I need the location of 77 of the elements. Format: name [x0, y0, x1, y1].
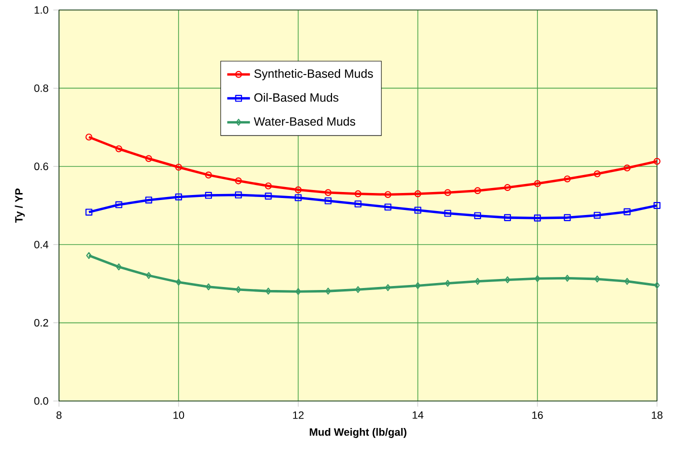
point	[534, 214, 541, 222]
point	[414, 206, 422, 214]
point	[564, 175, 571, 182]
point	[234, 177, 242, 184]
y-tick-label: 0.6	[34, 162, 48, 170]
x-tick-label: 10	[174, 411, 184, 419]
point	[86, 252, 92, 260]
legend-label: Water-Based Muds	[254, 116, 356, 126]
point	[474, 278, 480, 285]
point	[175, 164, 182, 171]
point	[624, 278, 630, 285]
point	[324, 197, 332, 204]
point	[534, 275, 540, 282]
point	[234, 191, 242, 198]
point	[624, 208, 631, 216]
point	[474, 187, 482, 194]
point	[654, 158, 660, 165]
point	[594, 170, 601, 178]
point	[534, 180, 541, 188]
x-tick-label: 18	[652, 411, 662, 419]
point	[564, 274, 570, 282]
point	[175, 193, 182, 200]
point	[206, 283, 212, 290]
y-tick-label: 0.2	[34, 319, 48, 327]
x-tick-label: 12	[293, 411, 304, 419]
legend-label: Synthetic-Based Muds	[254, 69, 373, 80]
point	[85, 134, 92, 141]
point	[444, 210, 452, 217]
x-tick-label: 14	[412, 411, 424, 419]
point	[385, 284, 391, 292]
point	[115, 201, 122, 208]
point	[594, 276, 600, 282]
point	[266, 288, 272, 295]
point	[85, 208, 92, 216]
point	[145, 155, 152, 162]
point	[115, 145, 122, 152]
y-tick-label: 0.8	[34, 84, 48, 92]
point	[384, 204, 392, 211]
point	[294, 194, 302, 202]
point	[384, 191, 392, 198]
point	[444, 189, 452, 196]
point	[354, 190, 362, 198]
point	[264, 192, 272, 200]
point	[236, 286, 242, 294]
point	[564, 214, 571, 222]
point	[624, 164, 631, 172]
point	[294, 186, 302, 194]
point	[146, 272, 152, 279]
x-tick-label: 16	[532, 411, 543, 419]
point	[205, 172, 212, 178]
point	[504, 214, 511, 222]
point	[205, 192, 212, 199]
point	[176, 278, 182, 286]
point	[145, 196, 152, 204]
point	[295, 288, 301, 295]
point	[654, 282, 660, 289]
point	[444, 280, 450, 287]
point	[264, 182, 272, 190]
legend-label: Oil-Based Muds	[254, 93, 338, 102]
point	[594, 212, 601, 219]
y-tick-label: 1.0	[34, 6, 48, 14]
point	[325, 288, 331, 295]
point	[414, 190, 422, 198]
point	[324, 189, 332, 196]
point	[504, 184, 511, 191]
y-axis-title: Ty / YP	[14, 188, 25, 223]
x-axis-title: Mud Weight (lb/gal)	[310, 428, 406, 438]
point	[116, 263, 122, 270]
point	[415, 282, 421, 290]
y-tick-label: 0.4	[34, 240, 48, 248]
point	[355, 286, 361, 294]
point	[354, 200, 362, 208]
point	[504, 276, 510, 284]
point	[654, 202, 660, 209]
x-tick-label: 8	[56, 411, 62, 419]
point	[474, 212, 482, 220]
y-tick-label: 0.0	[34, 397, 48, 405]
